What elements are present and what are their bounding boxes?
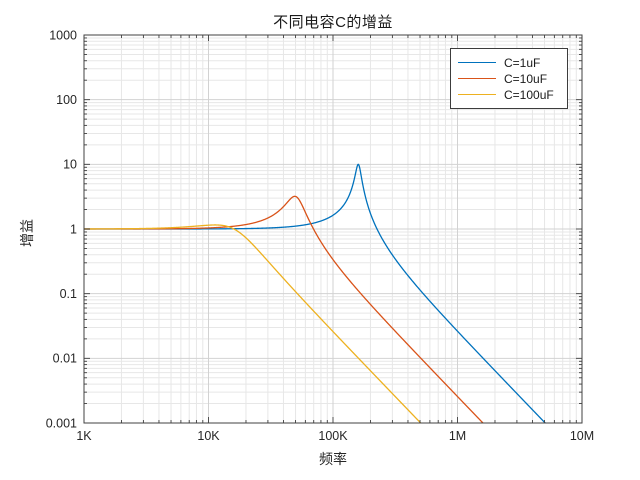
- legend[interactable]: C=1uF C=10uF C=100uF: [450, 48, 568, 109]
- y-tick-label: 0.001: [46, 416, 77, 430]
- y-tick-label: 10: [63, 158, 77, 172]
- y-tick-label: 1: [70, 222, 77, 236]
- legend-entry[interactable]: C=100uF: [458, 87, 561, 102]
- legend-entry[interactable]: C=1uF: [458, 55, 561, 70]
- y-tick-label: 0.1: [60, 287, 77, 301]
- chart-title: 不同电容C的增益: [273, 14, 393, 31]
- legend-line-sample: [458, 62, 496, 63]
- y-axis-label: 增益: [19, 219, 35, 247]
- x-tick-label: 10M: [570, 429, 594, 443]
- legend-label: C=100uF: [504, 87, 554, 102]
- y-tick-label: 1000: [49, 28, 77, 42]
- legend-entry[interactable]: C=10uF: [458, 71, 561, 86]
- legend-line-sample: [458, 94, 496, 95]
- series-line: [84, 195, 484, 423]
- x-tick-label: 10K: [197, 429, 220, 443]
- x-tick-label: 1K: [76, 429, 92, 443]
- legend-line-sample: [458, 78, 496, 79]
- x-tick-label: 1M: [449, 429, 466, 443]
- legend-label: C=1uF: [504, 55, 541, 70]
- x-axis-label: 频率: [319, 451, 347, 467]
- legend-label: C=10uF: [504, 71, 548, 86]
- x-tick-label: 100K: [318, 429, 348, 443]
- series-line: [84, 224, 422, 423]
- y-tick-label: 0.01: [53, 352, 77, 366]
- y-tick-label: 100: [56, 93, 77, 107]
